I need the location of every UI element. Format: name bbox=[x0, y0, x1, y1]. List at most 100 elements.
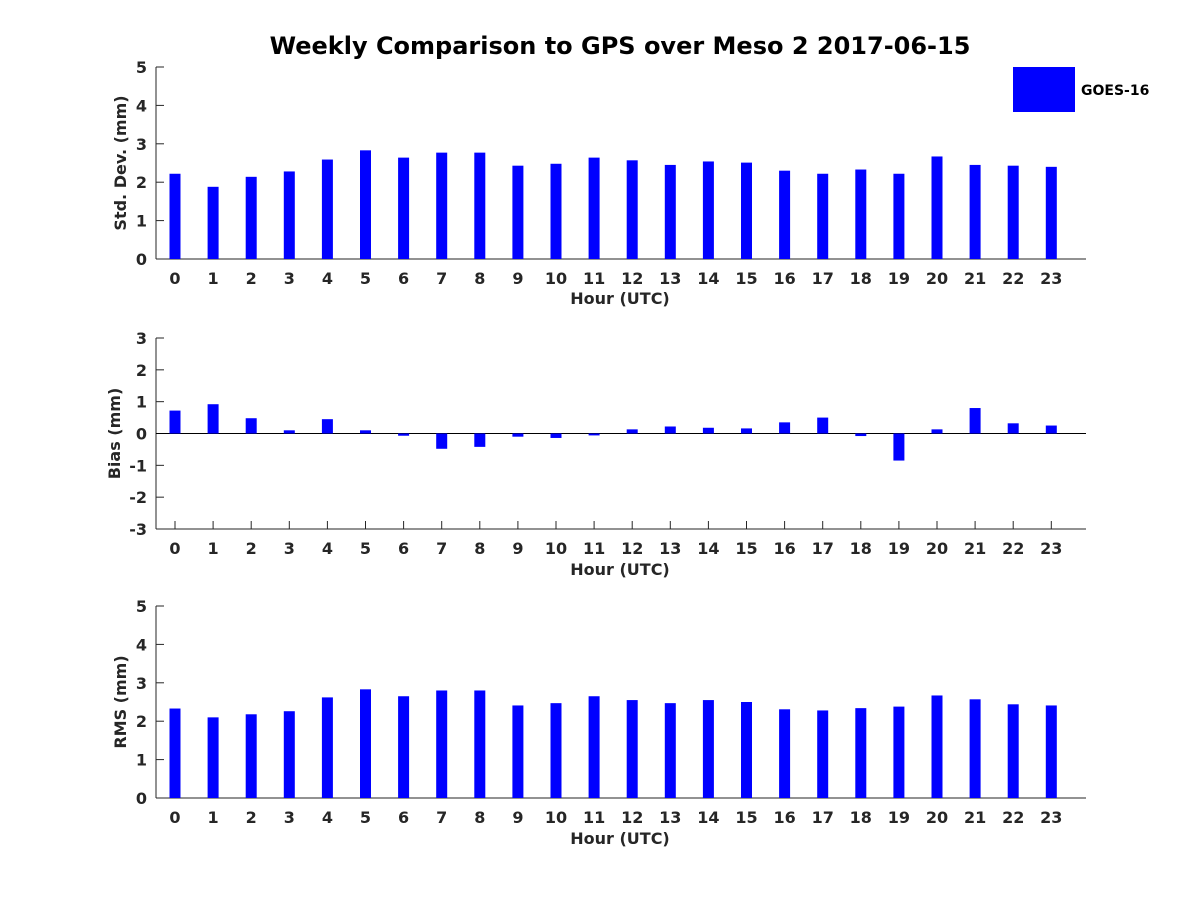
bias-bar-hour-12 bbox=[626, 429, 638, 434]
rms-x-tick-label: 2 bbox=[246, 808, 257, 827]
rms-bar-hour-15 bbox=[741, 702, 752, 798]
std-bar-hour-4 bbox=[321, 159, 333, 259]
std-x-tick-label: 19 bbox=[888, 269, 910, 288]
bias-x-tick-label: 14 bbox=[697, 539, 719, 558]
std-bar-hour-18 bbox=[855, 169, 867, 259]
rms-bar-hour-5 bbox=[360, 689, 371, 798]
bias-bar-hour-20 bbox=[931, 429, 943, 434]
bias-y-tick-label: -2 bbox=[129, 488, 147, 507]
rms-bar-hour-10 bbox=[550, 703, 562, 798]
rms-bar-hour-9 bbox=[512, 705, 524, 798]
std-x-tick-label: 23 bbox=[1040, 269, 1062, 288]
bias-bar-hour-2 bbox=[245, 418, 257, 434]
bias-bar-hour-11 bbox=[588, 433, 600, 436]
bias-bar-hour-9 bbox=[512, 433, 524, 437]
bias-bar-hour-19 bbox=[893, 433, 905, 461]
bias-x-tick-label: 1 bbox=[208, 539, 219, 558]
rms-y-tick-label: 4 bbox=[136, 635, 147, 654]
rms-x-tick-label: 21 bbox=[964, 808, 986, 827]
bias-bar-hour-21 bbox=[969, 408, 981, 434]
rms-x-tick-label: 20 bbox=[926, 808, 948, 827]
std-bar-hour-23 bbox=[1045, 166, 1057, 259]
rms-bar-hour-1 bbox=[207, 717, 219, 798]
rms-y-tick-label: 3 bbox=[136, 674, 147, 693]
rms-bar-hour-12 bbox=[626, 700, 638, 798]
rms-x-tick-label: 16 bbox=[773, 808, 795, 827]
bias-x-tick-label: 15 bbox=[735, 539, 757, 558]
std-bar-hour-15 bbox=[741, 162, 752, 259]
bias-x-tick-label: 23 bbox=[1040, 539, 1062, 558]
bias-x-tick-label: 0 bbox=[169, 539, 180, 558]
bias-y-tick-label: 1 bbox=[136, 393, 147, 412]
bias-bar-hour-13 bbox=[664, 426, 676, 434]
rms-bar-hour-20 bbox=[931, 695, 943, 798]
bias-x-tick-label: 2 bbox=[246, 539, 257, 558]
bias-bar-hour-17 bbox=[817, 417, 829, 434]
std-x-tick-label: 18 bbox=[850, 269, 872, 288]
bias-x-tick-label: 7 bbox=[436, 539, 447, 558]
std-x-tick-label: 11 bbox=[583, 269, 605, 288]
rms-x-tick-label: 3 bbox=[284, 808, 295, 827]
rms-bar-hour-3 bbox=[283, 711, 295, 798]
std-bar-hour-10 bbox=[550, 163, 562, 259]
std-x-tick-label: 15 bbox=[735, 269, 757, 288]
rms-y-tick-label: 1 bbox=[136, 751, 147, 770]
rms-bar-hour-21 bbox=[969, 699, 981, 798]
rms-x-tick-label: 18 bbox=[850, 808, 872, 827]
rms-x-tick-label: 12 bbox=[621, 808, 643, 827]
bias-x-tick-label: 5 bbox=[360, 539, 371, 558]
bias-x-tick-label: 19 bbox=[888, 539, 910, 558]
bias-x-axis-label: Hour (UTC) bbox=[570, 560, 670, 579]
std-bar-hour-17 bbox=[817, 173, 829, 259]
std-x-tick-label: 7 bbox=[436, 269, 447, 288]
bias-bar-hour-15 bbox=[741, 428, 752, 434]
bias-bar-hour-23 bbox=[1045, 425, 1057, 434]
rms-bar-hour-6 bbox=[398, 696, 410, 798]
std-bar-hour-16 bbox=[779, 170, 791, 259]
rms-bar-hour-22 bbox=[1007, 704, 1019, 798]
std-bar-hour-11 bbox=[588, 157, 600, 259]
rms-bar-hour-18 bbox=[855, 708, 867, 798]
bias-y-tick-label: -1 bbox=[129, 456, 147, 475]
std-x-tick-label: 0 bbox=[169, 269, 180, 288]
std-bar-hour-0 bbox=[169, 173, 181, 259]
rms-x-axis-label: Hour (UTC) bbox=[570, 829, 670, 848]
std-x-tick-label: 20 bbox=[926, 269, 948, 288]
rms-x-tick-label: 14 bbox=[697, 808, 719, 827]
bias-bar-hour-5 bbox=[360, 430, 371, 434]
std-y-tick-label: 4 bbox=[136, 96, 147, 115]
std-y-tick-label: 3 bbox=[136, 135, 147, 154]
std-x-tick-label: 8 bbox=[474, 269, 485, 288]
std-x-axis-label: Hour (UTC) bbox=[570, 289, 670, 308]
std-y-tick-label: 1 bbox=[136, 212, 147, 231]
rms-bar-hour-2 bbox=[245, 714, 257, 798]
rms-x-tick-label: 13 bbox=[659, 808, 681, 827]
legend: GOES-16 bbox=[1013, 67, 1149, 112]
rms-bar-hour-8 bbox=[474, 690, 486, 798]
bias-bar-hour-4 bbox=[321, 419, 333, 434]
rms-bar-hour-4 bbox=[321, 697, 333, 798]
rms-x-tick-label: 6 bbox=[398, 808, 409, 827]
legend-swatch-goes-16 bbox=[1013, 67, 1075, 112]
std-bar-hour-20 bbox=[931, 156, 943, 259]
std-x-tick-label: 12 bbox=[621, 269, 643, 288]
rms-y-tick-label: 5 bbox=[136, 597, 147, 616]
std-x-tick-label: 17 bbox=[812, 269, 834, 288]
rms-bar-hour-17 bbox=[817, 710, 829, 798]
std-x-tick-label: 5 bbox=[360, 269, 371, 288]
std-bar-hour-14 bbox=[702, 161, 714, 259]
std-y-tick-label: 2 bbox=[136, 173, 147, 192]
rms-x-tick-label: 5 bbox=[360, 808, 371, 827]
bias-x-tick-label: 6 bbox=[398, 539, 409, 558]
bias-bar-hour-3 bbox=[283, 430, 295, 434]
std-y-axis-label: Std. Dev. (mm) bbox=[111, 95, 130, 230]
bias-y-axis-label: Bias (mm) bbox=[105, 388, 124, 480]
rms-bar-hour-16 bbox=[779, 709, 791, 798]
rms-y-tick-label: 2 bbox=[136, 712, 147, 731]
rms-x-tick-label: 23 bbox=[1040, 808, 1062, 827]
rms-bar-hour-19 bbox=[893, 706, 905, 798]
bias-bar-hour-6 bbox=[398, 433, 410, 436]
